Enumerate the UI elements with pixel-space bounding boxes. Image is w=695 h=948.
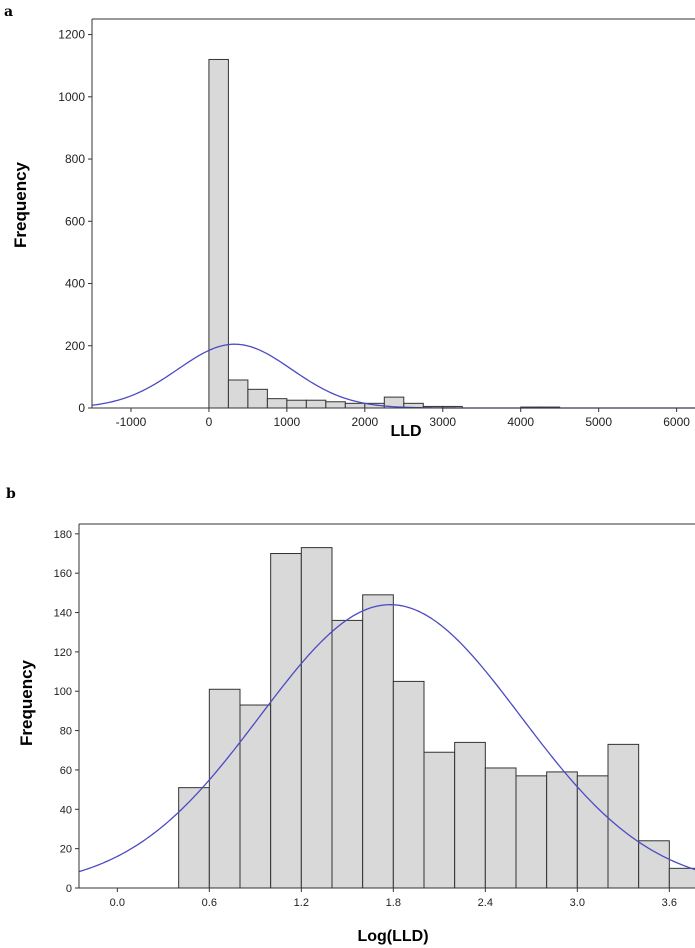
y-tick-label: 60 (60, 765, 72, 777)
histogram-bar (454, 741, 486, 889)
histogram-bar (208, 688, 241, 889)
x-tick-label: 2.4 (478, 897, 493, 909)
x-tick-label: 3000 (429, 415, 456, 429)
histogram-lld: a Frequency LLD 0 200 400 600 800 1000 1200 -10… (4, 4, 695, 440)
y-tick-label: 400 (65, 277, 85, 291)
histogram-bar (325, 401, 346, 409)
histogram-bar (178, 787, 210, 889)
histogram-bar (266, 398, 288, 409)
x-tick-label: -1000 (116, 415, 147, 429)
x-tick-label: 4000 (507, 415, 534, 429)
x-tick-label: 6000 (663, 415, 690, 429)
y-axis-label: Frequency (17, 659, 36, 746)
y-tick-label: 200 (65, 339, 85, 353)
axes: 0 200 400 600 800 1000 1200 -1000 0 1000 2000 3000 4… (58, 18, 695, 429)
histogram-bar (270, 553, 302, 889)
bars (178, 547, 695, 889)
y-tick-label: 600 (65, 214, 85, 228)
x-tick-label: 1000 (274, 415, 301, 429)
histogram-bar (331, 619, 364, 889)
x-axis-label: Log(LLD) (357, 928, 428, 945)
y-tick-label: 180 (54, 529, 72, 541)
histogram-bar (423, 751, 456, 889)
histogram-bar (362, 594, 394, 889)
normal-fit-curve (78, 604, 695, 873)
panel-label-a: a (4, 4, 13, 20)
x-tick-label: 1.8 (386, 897, 401, 909)
histogram-bar (607, 743, 640, 889)
histogram-bar (286, 399, 307, 409)
y-tick-label: 1000 (58, 90, 85, 104)
x-tick-label: 2000 (351, 415, 378, 429)
histogram-bar (239, 704, 272, 889)
axes: 0 20 40 60 80 100 120 140 160 180 0.0 0.6 1.2 1.8 2.4 3… (54, 523, 695, 909)
bars (208, 58, 561, 409)
y-tick-label: 120 (54, 647, 72, 659)
histogram-bar (392, 680, 425, 889)
y-tick-label: 800 (65, 152, 85, 166)
histogram-bar (227, 379, 249, 409)
histogram-bar (300, 547, 333, 889)
y-tick-label: 0 (78, 401, 85, 415)
histogram-bar (668, 867, 695, 889)
x-tick-label: 0.6 (202, 897, 217, 909)
histogram-bar (484, 767, 517, 889)
histogram-bar (576, 775, 609, 889)
histogram-bar (208, 58, 229, 409)
y-tick-label: 80 (60, 726, 72, 738)
histogram-bar (515, 775, 548, 889)
x-tick-label: 3.0 (570, 897, 585, 909)
x-tick-label: 3.6 (662, 897, 677, 909)
histogram-bar (638, 840, 670, 889)
y-tick-label: 140 (54, 608, 72, 620)
x-tick-label: 0 (206, 415, 213, 429)
y-tick-label: 40 (60, 804, 72, 816)
x-tick-label: 5000 (585, 415, 612, 429)
x-tick-label: 1.2 (294, 897, 309, 909)
y-axis-label: Frequency (11, 161, 30, 248)
histogram-bar (247, 388, 268, 409)
histogram-log-lld: b Frequency Log(LLD) 0 20 40 60 80 100 120 140 1… (6, 486, 695, 945)
histogram-bar (344, 402, 366, 409)
y-tick-label: 1200 (58, 28, 85, 42)
x-tick-label: 0.0 (110, 897, 125, 909)
y-tick-label: 20 (60, 844, 72, 856)
x-axis-label: LLD (390, 423, 421, 440)
y-tick-label: 100 (54, 686, 72, 698)
panel-label-b: b (6, 486, 16, 502)
histogram-bar (546, 771, 578, 889)
y-tick-label: 160 (54, 568, 72, 580)
y-tick-label: 0 (66, 883, 72, 895)
histogram-bar (305, 399, 327, 409)
